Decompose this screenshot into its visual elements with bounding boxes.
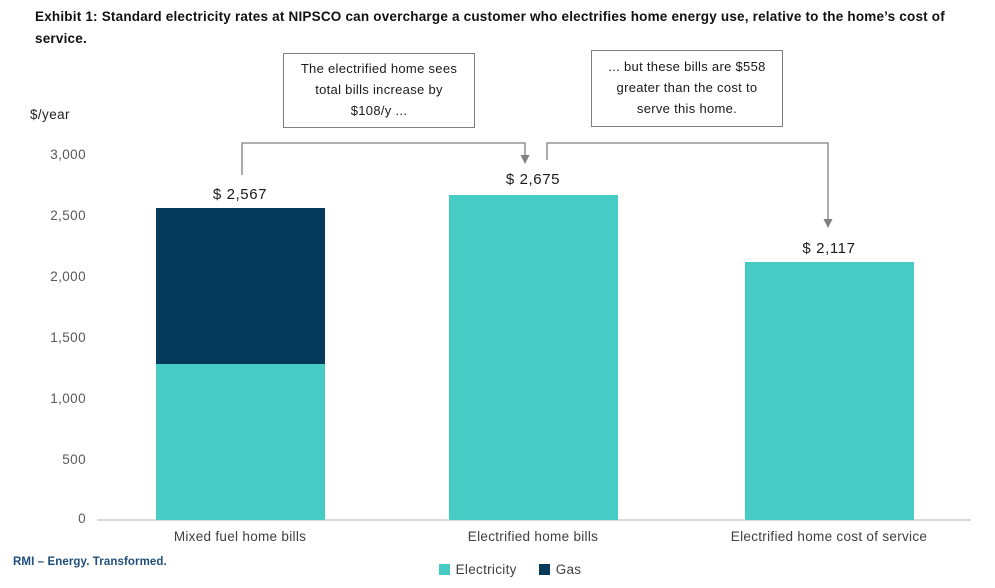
arrowhead-down-icon [823, 219, 833, 228]
y-axis-unit-label: $/year [30, 107, 70, 122]
legend-item-electricity: Electricity [438, 562, 517, 577]
y-tick-1000: 1,000 [50, 391, 86, 406]
gas-swatch-icon [538, 564, 550, 575]
y-tick-1500: 1,500 [50, 330, 86, 345]
chart-title: Exhibit 1: Standard electricity rates at… [35, 9, 945, 47]
annotation-box-overcharge: ... but these bills are $558 greater tha… [591, 50, 783, 127]
rmi-brand-text: RMI – Energy. Transformed. [13, 556, 167, 568]
bar-mixed-fuel-gas-segment [156, 208, 325, 364]
annotation-box-bills-increase: The electrified home sees total bills in… [283, 53, 475, 128]
arrowhead-down-icon [520, 155, 530, 164]
y-tick-500: 500 [62, 452, 86, 467]
x-axis-baseline [97, 519, 971, 521]
y-tick-2000: 2,000 [50, 269, 86, 284]
bar-value-label: $ 2,567 [212, 186, 268, 203]
y-tick-2500: 2,500 [50, 208, 86, 223]
bar-electrified-bills [449, 195, 618, 520]
legend-label: Electricity [455, 562, 517, 577]
y-tick-3000: 3,000 [50, 147, 86, 162]
bar-electrified-cost-of-service [745, 262, 914, 520]
bar-value-label: $ 2,675 [505, 171, 561, 188]
legend-label: Gas [555, 562, 582, 577]
bar-mixed-fuel-electricity-segment [156, 364, 325, 520]
annotation-text: ... but these bills are $558 greater tha… [608, 59, 766, 116]
y-tick-0: 0 [78, 511, 86, 526]
category-label-electrified-bills: Electrified home bills [467, 529, 599, 544]
bar-value-label: $ 2,117 [802, 240, 856, 257]
legend-item-gas: Gas [538, 562, 582, 577]
category-label-cost-of-service: Electrified home cost of service [730, 529, 928, 544]
legend: Electricity Gas [350, 562, 670, 577]
category-label-mixed-fuel: Mixed fuel home bills [173, 529, 307, 544]
annotation-text: The electrified home sees total bills in… [300, 61, 458, 118]
electricity-swatch-icon [438, 564, 450, 575]
